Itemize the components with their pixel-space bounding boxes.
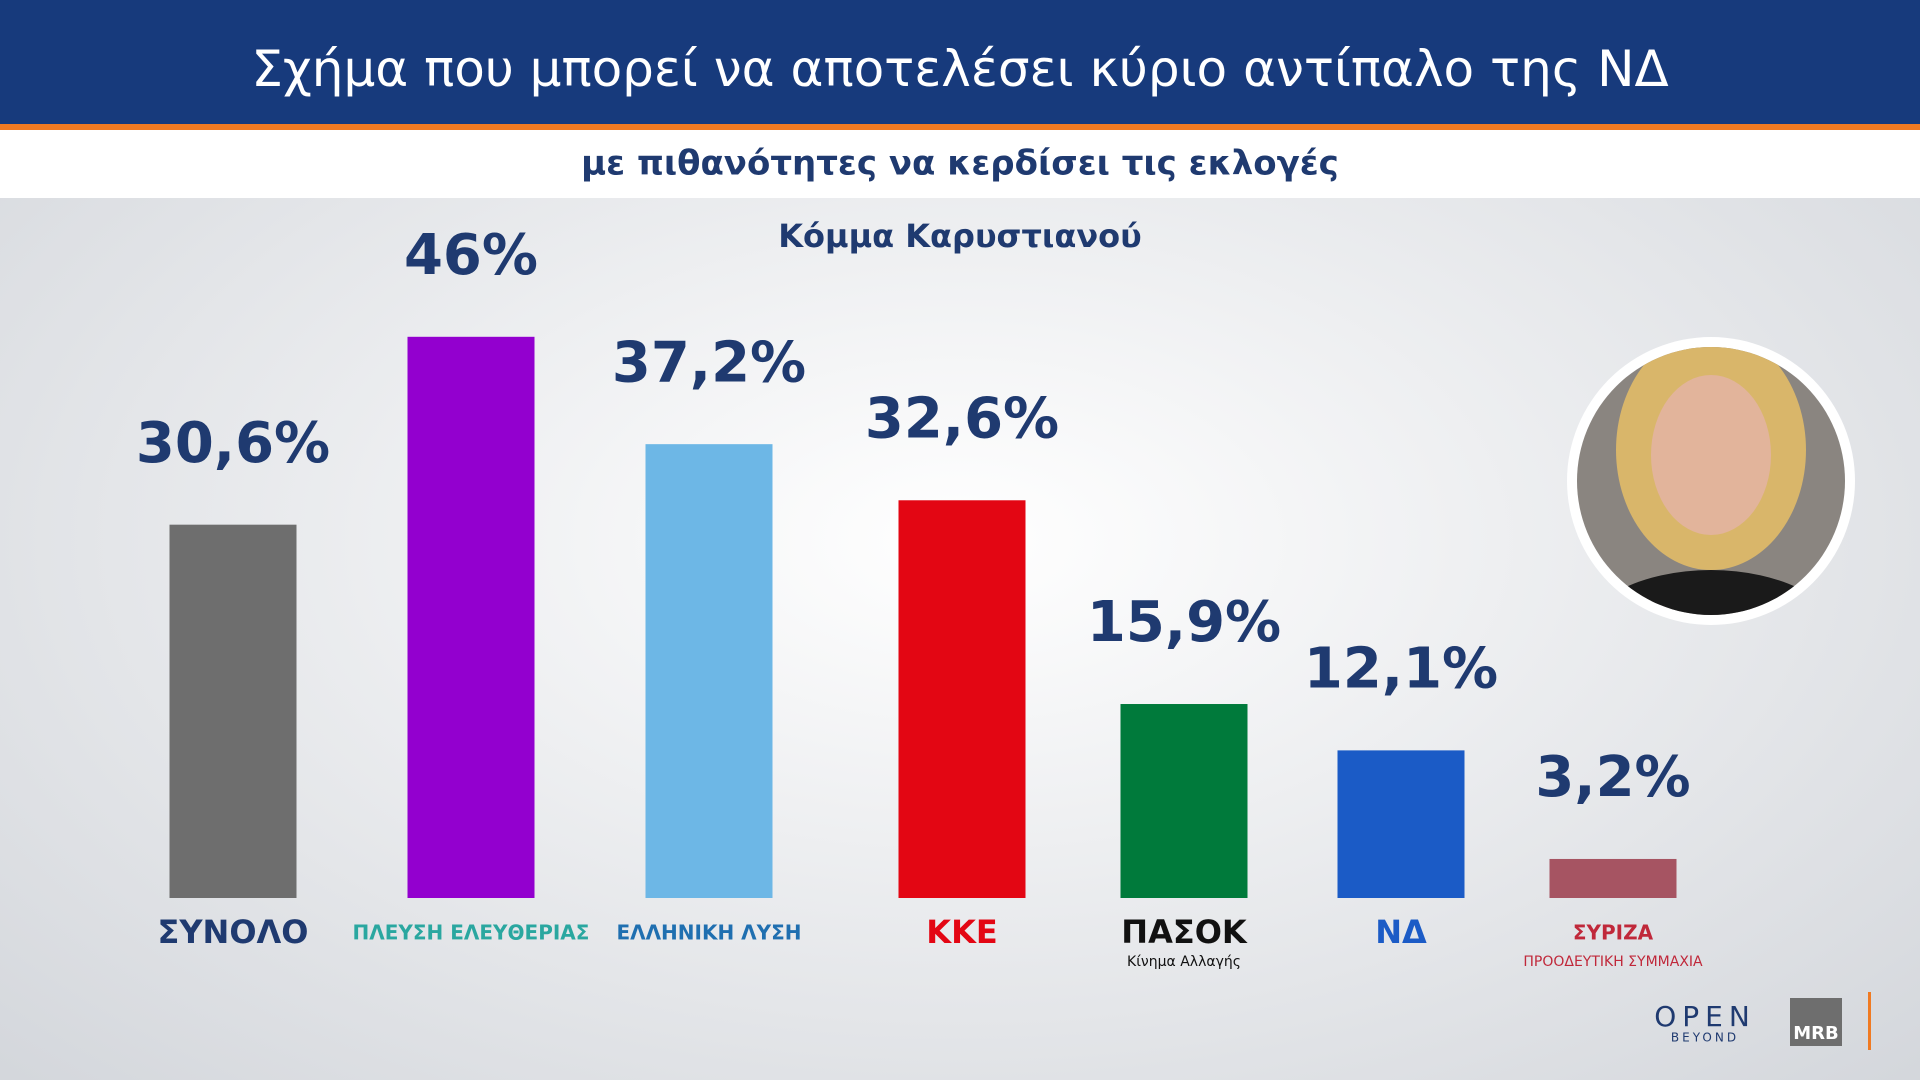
value-label: 15,9%	[1087, 590, 1281, 655]
channel-tagline: BEYOND	[1671, 1031, 1739, 1045]
value-label: 37,2%	[612, 330, 806, 395]
value-label: 30,6%	[136, 411, 330, 476]
category-label: ΚΚΕ	[926, 913, 997, 951]
portrait-face	[1651, 375, 1771, 535]
bar	[1120, 704, 1248, 898]
category-label: ΠΑΣΟΚ	[1121, 913, 1248, 951]
category-sublabel: ΠΡΟΟΔΕΥΤΙΚΗ ΣΥΜΜΑΧΙΑ	[1523, 954, 1703, 970]
logo-divider	[1868, 992, 1871, 1050]
subheader-band	[0, 130, 1920, 198]
category-sublabel: Κίνημα Αλλαγής	[1127, 954, 1241, 970]
annotation: Κόμμα Καρυστιανού	[778, 217, 1141, 255]
title: Σχήμα που μπορεί να αποτελέσει κύριο αντ…	[251, 40, 1668, 98]
category-label: ΠΛΕΥΣΗ ΕΛΕΥΘΕΡΙΑΣ	[353, 921, 590, 945]
category-label: ΣΥΝΟΛΟ	[158, 913, 309, 951]
category-label: ΝΔ	[1375, 913, 1427, 951]
bar	[169, 524, 297, 898]
pollster-logo: MRB	[1793, 1023, 1839, 1044]
bar	[1549, 858, 1677, 898]
bar	[645, 444, 773, 898]
value-label: 12,1%	[1304, 637, 1498, 702]
pollster-logo-box	[1790, 998, 1842, 1046]
channel-logo: OPEN	[1654, 1000, 1756, 1033]
value-label: 46%	[404, 223, 538, 288]
portrait	[1567, 337, 1855, 625]
bar	[898, 500, 1026, 898]
bar	[407, 336, 535, 898]
category-label: ΣΥΡΙΖΑ	[1573, 921, 1654, 945]
value-label: 32,6%	[865, 386, 1059, 451]
header-band	[0, 0, 1920, 124]
category-label: ΕΛΛΗΝΙΚΗ ΛΥΣΗ	[616, 921, 801, 945]
subtitle: με πιθανότητες να κερδίσει τις εκλογές	[581, 144, 1339, 184]
bar	[1337, 750, 1465, 898]
header-accent	[0, 124, 1920, 130]
value-label: 3,2%	[1535, 745, 1690, 810]
